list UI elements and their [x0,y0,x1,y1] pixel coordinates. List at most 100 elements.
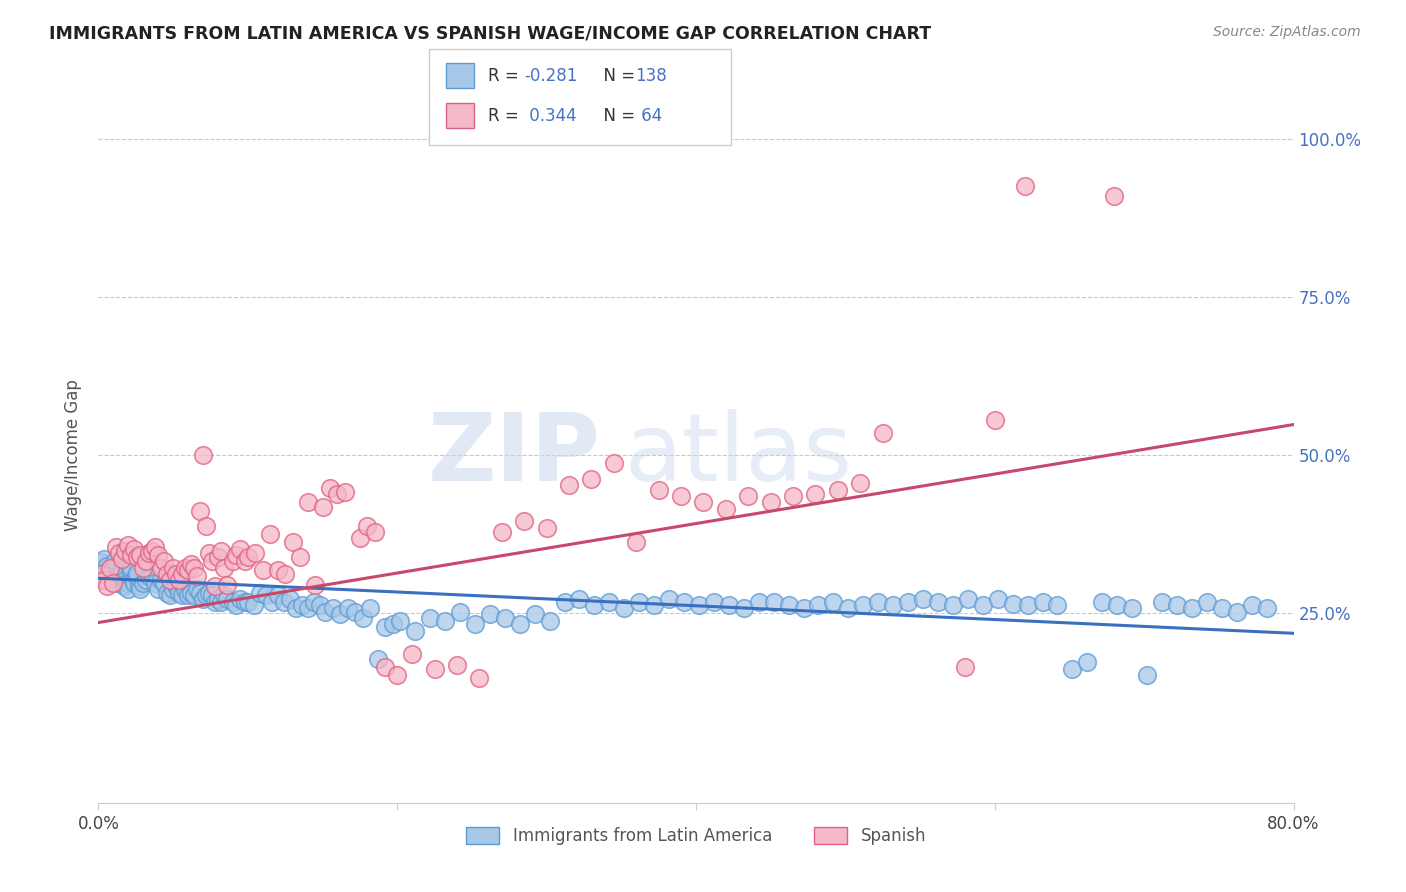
Point [359,601,381,615]
Point [281,535,304,549]
Point [1181,601,1204,615]
Point [129,548,152,562]
Point [267,563,290,577]
Point [613,601,636,615]
Point [195,518,218,533]
Point [984,413,1007,427]
Point [1256,601,1278,615]
Point [333,484,356,499]
Point [837,601,859,615]
Point [956,592,979,607]
Point [143,575,166,590]
Point [167,573,190,587]
Text: 138: 138 [636,67,668,85]
Point [90,566,112,581]
Legend: Immigrants from Latin America, Spanish: Immigrants from Latin America, Spanish [458,819,934,854]
Point [1001,597,1024,611]
Point [129,582,152,596]
Point [165,566,187,581]
Point [254,588,277,602]
Point [150,573,173,587]
Point [315,605,337,619]
Point [111,560,134,574]
Point [114,544,136,558]
Point [236,595,259,609]
Text: ZIP: ZIP [427,409,600,501]
Point [554,595,576,609]
Point [326,487,349,501]
Point [135,554,157,568]
Point [114,573,136,587]
Point [297,601,319,615]
Point [153,554,176,568]
Point [138,546,160,560]
Point [125,569,148,583]
Point [94,568,117,582]
Point [897,595,920,609]
Point [198,586,221,600]
Point [156,566,179,581]
Point [1062,662,1084,676]
Point [207,550,229,565]
Point [177,563,200,577]
Point [120,548,142,562]
Point [297,495,319,509]
Point [96,579,118,593]
Point [132,575,155,590]
Text: atlas: atlas [624,409,852,501]
Point [120,560,142,574]
Point [172,566,194,581]
Point [1104,188,1126,202]
Point [558,478,581,492]
Point [259,527,281,541]
Point [1046,599,1069,613]
Point [356,518,378,533]
Point [568,592,591,607]
Point [538,614,561,628]
Point [942,599,965,613]
Point [793,601,815,615]
Point [135,573,157,587]
Point [252,563,274,577]
Point [1152,595,1174,609]
Point [156,586,179,600]
Point [180,557,202,571]
Point [201,588,224,602]
Point [1195,595,1218,609]
Point [404,624,426,638]
Point [204,595,226,609]
Point [349,532,371,546]
Text: IMMIGRANTS FROM LATIN AMERICA VS SPANISH WAGE/INCOME GAP CORRELATION CHART: IMMIGRANTS FROM LATIN AMERICA VS SPANISH… [49,25,931,43]
Text: N =: N = [593,67,641,85]
Point [90,556,112,570]
Point [148,548,170,562]
Point [927,595,949,609]
Point [329,607,352,622]
Text: R =: R = [488,67,524,85]
Point [401,647,423,661]
Point [229,541,252,556]
Point [717,599,740,613]
Point [419,611,441,625]
Point [703,595,725,609]
Point [222,595,245,609]
Point [714,501,737,516]
Point [344,605,367,619]
Point [673,595,696,609]
Point [117,582,139,596]
Point [308,599,330,613]
Point [108,546,131,560]
Point [626,535,648,549]
Point [288,550,311,565]
Point [302,595,325,609]
Point [972,599,994,613]
Point [468,671,491,685]
Point [882,599,904,613]
Point [912,592,935,607]
Point [807,599,830,613]
Text: 64: 64 [636,107,662,125]
Text: Source: ZipAtlas.com: Source: ZipAtlas.com [1213,25,1361,39]
Point [225,548,247,562]
Point [188,586,211,600]
Point [603,456,626,470]
